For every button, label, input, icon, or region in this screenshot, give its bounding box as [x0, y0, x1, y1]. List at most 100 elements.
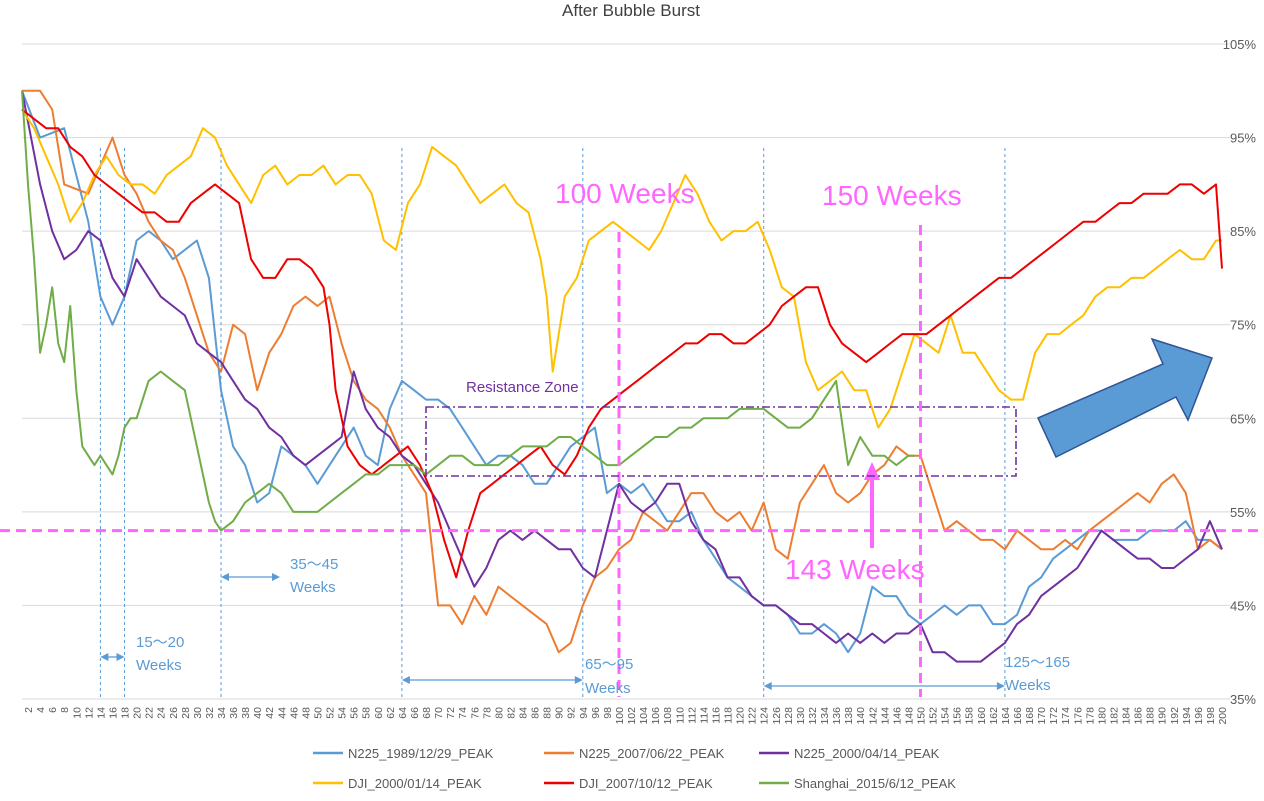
x-tick-label: 174	[1060, 707, 1072, 725]
x-tick-label: 2	[23, 707, 35, 713]
x-tick-label: 24	[156, 707, 168, 719]
label-125-165-weeks: Weeks	[1005, 677, 1051, 694]
y-tick-label: 65%	[1230, 411, 1256, 426]
x-tick-label: 48	[300, 707, 312, 719]
x-axis-ticks: 2 4 6 8 10 12 14 16 18 20 22 24 26 28 30 32 34 36 38 40 42 44…	[23, 707, 1229, 725]
x-tick-label: 98	[602, 707, 614, 719]
resistance-zone-label: Resistance Zone	[466, 379, 579, 396]
x-tick-label: 176	[1072, 707, 1084, 725]
x-tick-label: 170	[1036, 707, 1048, 725]
label-65-95: 65～95	[585, 656, 633, 673]
legend-label: N225_2000/04/14_PEAK	[794, 746, 940, 761]
x-tick-label: 198	[1205, 707, 1217, 725]
x-tick-label: 36	[228, 707, 240, 719]
range-15-20-head-right	[116, 653, 125, 661]
range-125-165-head-right	[996, 682, 1005, 690]
label-100-weeks: 100 Weeks	[555, 178, 695, 209]
x-tick-label: 188	[1145, 707, 1157, 725]
x-tick-label: 70	[433, 707, 445, 719]
label-35-45: 35～45	[290, 556, 338, 573]
x-tick-label: 42	[264, 707, 276, 719]
gridlines	[22, 43, 1230, 700]
x-tick-label: 80	[493, 707, 505, 719]
x-tick-label: 154	[940, 707, 952, 725]
x-tick-label: 66	[409, 707, 421, 719]
x-tick-label: 140	[855, 707, 867, 725]
x-tick-label: 166	[1012, 707, 1024, 725]
x-tick-label: 52	[325, 707, 337, 719]
x-tick-label: 114	[698, 707, 710, 724]
x-tick-label: 76	[469, 707, 481, 719]
x-tick-label: 26	[168, 707, 180, 719]
series-line	[21, 90, 915, 532]
x-tick-label: 106	[650, 707, 662, 725]
week-markers	[99, 148, 1006, 697]
trend-arrow	[1036, 337, 1213, 459]
range-15-20-head-left	[100, 653, 109, 661]
x-tick-label: 136	[831, 707, 843, 725]
x-tick-label: 34	[216, 707, 228, 719]
x-tick-label: 120	[735, 707, 747, 725]
range-35-45-head-right	[272, 573, 280, 581]
series-line	[22, 89, 1223, 654]
x-tick-label: 156	[952, 707, 964, 725]
x-tick-label: 128	[783, 707, 795, 725]
y-tick-label: 85%	[1230, 224, 1256, 239]
x-tick-label: 190	[1157, 707, 1169, 725]
legend-label: DJI_2000/01/14_PEAK	[348, 776, 482, 791]
x-tick-label: 100	[614, 707, 626, 725]
x-tick-label: 30	[192, 707, 204, 719]
label-15-20: 15～20	[136, 634, 184, 651]
x-tick-label: 20	[132, 707, 144, 719]
x-tick-label: 152	[928, 707, 940, 725]
x-tick-label: 64	[397, 707, 409, 719]
y-tick-label: 55%	[1230, 505, 1256, 520]
x-tick-label: 72	[445, 707, 457, 719]
x-tick-label: 196	[1193, 707, 1205, 725]
x-tick-label: 88	[542, 707, 554, 719]
x-tick-label: 148	[903, 707, 915, 725]
x-tick-label: 56	[349, 707, 361, 719]
label-125-165: 125～165	[1005, 654, 1070, 671]
legend: N225_1989/12/29_PEAK N225_2007/06/22_PEAK…	[313, 746, 956, 791]
x-tick-label: 46	[288, 707, 300, 719]
y-tick-label: 75%	[1230, 318, 1256, 333]
x-tick-label: 162	[988, 707, 1000, 725]
x-tick-label: 82	[505, 707, 517, 719]
legend-label: Shanghai_2015/6/12_PEAK	[794, 776, 956, 791]
legend-label: N225_2007/06/22_PEAK	[579, 746, 725, 761]
x-tick-label: 38	[240, 707, 252, 719]
series-line	[21, 90, 1223, 654]
x-tick-label: 116	[710, 707, 722, 724]
x-tick-label: 60	[373, 707, 385, 719]
x-tick-label: 104	[638, 707, 650, 725]
annotations: 100 Weeks 150 Weeks 143 Weeks Resistance Zo…	[0, 178, 1264, 697]
x-tick-label: 44	[276, 707, 288, 719]
x-tick-label: 86	[530, 707, 542, 719]
resistance-zone-box	[425, 406, 1017, 477]
x-tick-label: 84	[518, 707, 530, 719]
y-tick-label: 105%	[1223, 37, 1257, 52]
x-tick-label: 164	[1000, 707, 1012, 725]
x-tick-label: 40	[252, 707, 264, 719]
x-tick-label: 62	[385, 707, 397, 719]
x-tick-label: 144	[879, 707, 891, 725]
x-tick-label: 178	[1084, 707, 1096, 725]
x-tick-label: 132	[807, 707, 819, 725]
legend-label: DJI_2007/10/12_PEAK	[579, 776, 713, 791]
x-tick-label: 194	[1181, 707, 1193, 725]
x-tick-label: 124	[759, 707, 771, 725]
x-tick-label: 186	[1133, 707, 1145, 725]
x-tick-label: 50	[312, 707, 324, 719]
y-tick-label: 45%	[1230, 598, 1256, 613]
x-tick-label: 18	[120, 707, 132, 719]
series-lines	[21, 89, 1223, 663]
x-tick-label: 160	[976, 707, 988, 725]
x-tick-label: 146	[891, 707, 903, 725]
x-tick-label: 126	[771, 707, 783, 725]
x-tick-label: 54	[337, 707, 349, 719]
x-tick-label: 74	[457, 707, 469, 719]
range-65-95-head-right	[574, 676, 583, 684]
